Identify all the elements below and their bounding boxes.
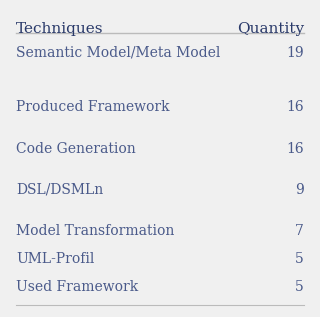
Text: Model Transformation: Model Transformation	[16, 224, 174, 238]
Text: 16: 16	[286, 100, 304, 114]
Text: Produced Framework: Produced Framework	[16, 100, 170, 114]
Text: DSL/DSMLn: DSL/DSMLn	[16, 183, 103, 197]
Text: Techniques: Techniques	[16, 22, 103, 36]
Text: 19: 19	[286, 46, 304, 60]
Text: Used Framework: Used Framework	[16, 280, 138, 294]
Text: 5: 5	[295, 280, 304, 294]
Text: UML-Profil: UML-Profil	[16, 252, 94, 266]
Text: Code Generation: Code Generation	[16, 142, 136, 156]
Text: 16: 16	[286, 142, 304, 156]
Text: 7: 7	[295, 224, 304, 238]
Text: 9: 9	[295, 183, 304, 197]
Text: 5: 5	[295, 252, 304, 266]
Text: Semantic Model/Meta Model: Semantic Model/Meta Model	[16, 46, 220, 60]
Text: Quantity: Quantity	[237, 22, 304, 36]
